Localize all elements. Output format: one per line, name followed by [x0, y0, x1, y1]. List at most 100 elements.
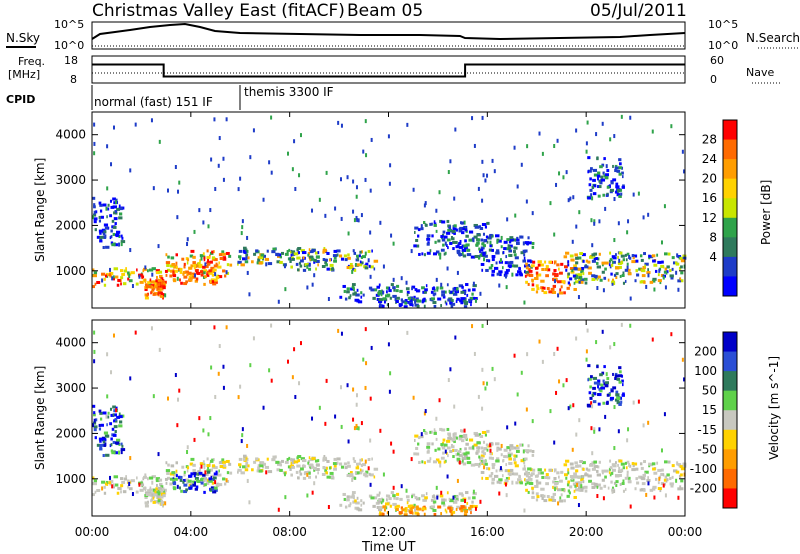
power-cell: [485, 235, 489, 239]
power-cell: [190, 273, 193, 277]
power-cell: [412, 187, 415, 192]
velocity-cell: [504, 469, 508, 473]
power-cell: [577, 295, 580, 300]
velocity-cell: [552, 492, 557, 496]
velocity-cell: [118, 412, 121, 416]
power-cell: [199, 270, 204, 274]
power-cell: [448, 289, 451, 293]
power-cell: [229, 263, 233, 267]
power-cell: [478, 247, 481, 251]
velocity-cell: [653, 495, 656, 500]
power-cell: [593, 257, 598, 261]
range-tick-label: 4000: [55, 336, 86, 350]
power-cell: [491, 255, 496, 259]
velocity-cell: [199, 462, 204, 466]
power-cell: [307, 251, 311, 255]
velocity-cell: [365, 361, 368, 366]
velocity-cell: [190, 481, 193, 485]
power-cell: [657, 260, 662, 264]
velocity-cell: [476, 441, 481, 445]
velocity-cell: [358, 471, 363, 475]
velocity-cell: [175, 474, 178, 478]
velocity-cell: [519, 481, 523, 485]
power-cell: [473, 223, 478, 227]
velocity-cell: [154, 493, 158, 497]
velocity-cell: [152, 500, 156, 504]
power-cell: [264, 257, 270, 261]
velocity-cell: [453, 432, 457, 436]
velocity-cell: [486, 429, 490, 433]
power-cell: [454, 127, 457, 132]
velocity-cell: [430, 498, 434, 502]
power-cell: [610, 272, 613, 276]
velocity-cell: [463, 454, 468, 458]
velocity-cell: [404, 509, 408, 513]
power-cell: [361, 261, 364, 265]
power-cell: [531, 278, 534, 282]
power-cell: [614, 190, 619, 194]
velocity-cell: [423, 429, 426, 433]
velocity-cell: [148, 476, 154, 480]
power-cell: [113, 217, 118, 221]
velocity-cell: [628, 476, 631, 480]
power-cell: [556, 138, 559, 143]
velocity-cell: [514, 421, 517, 426]
colorbar-swatch: [723, 217, 737, 238]
range-tick-label: 3000: [55, 173, 86, 187]
velocity-cell: [496, 447, 499, 452]
velocity-cell: [466, 501, 469, 505]
velocity-cell: [241, 427, 244, 432]
power-cell: [496, 239, 499, 244]
power-cell: [553, 232, 556, 237]
velocity-cell: [370, 496, 375, 500]
velocity-cell: [103, 431, 109, 435]
velocity-cell: [426, 450, 430, 454]
power-cell: [99, 209, 103, 213]
power-cell: [343, 289, 346, 293]
velocity-cell: [262, 405, 265, 410]
velocity-cell: [604, 469, 609, 473]
power-cell: [612, 178, 617, 182]
power-cell: [596, 277, 599, 281]
velocity-cell: [569, 475, 574, 479]
power-cell: [144, 296, 149, 300]
velocity-cell: [449, 433, 452, 438]
velocity-cell: [110, 413, 115, 417]
power-cell: [458, 252, 461, 257]
power-cell: [453, 240, 458, 244]
power-cell: [193, 229, 196, 234]
power-cell: [471, 292, 474, 296]
power-cell: [505, 269, 509, 273]
velocity-cell: [381, 498, 385, 502]
power-cell: [597, 194, 601, 198]
velocity-cell: [396, 504, 400, 508]
power-cell: [310, 257, 315, 261]
velocity-cell: [359, 468, 362, 472]
velocity-cell: [139, 488, 144, 492]
power-cell: [306, 264, 309, 269]
velocity-cell: [464, 499, 467, 504]
velocity-cell: [160, 499, 163, 503]
velocity-cell: [346, 383, 349, 388]
velocity-cell: [601, 469, 605, 473]
power-cell: [632, 192, 635, 197]
power-cell: [682, 254, 687, 258]
velocity-cell: [645, 492, 648, 497]
velocity-cell: [439, 494, 444, 498]
power-cell: [118, 234, 121, 238]
velocity-cell: [414, 434, 419, 438]
velocity-cell: [519, 443, 523, 447]
velocity-cell: [214, 480, 217, 485]
power-cell: [118, 204, 121, 208]
velocity-cell: [423, 461, 426, 465]
velocity-cell: [215, 484, 220, 488]
power-cell: [629, 256, 632, 260]
velocity-cell: [526, 481, 529, 485]
power-cell: [461, 251, 464, 255]
velocity-cell: [229, 471, 233, 475]
power-cell: [486, 240, 489, 244]
power-cell: [449, 225, 452, 230]
velocity-cell: [574, 461, 578, 465]
power-cell: [103, 223, 109, 227]
